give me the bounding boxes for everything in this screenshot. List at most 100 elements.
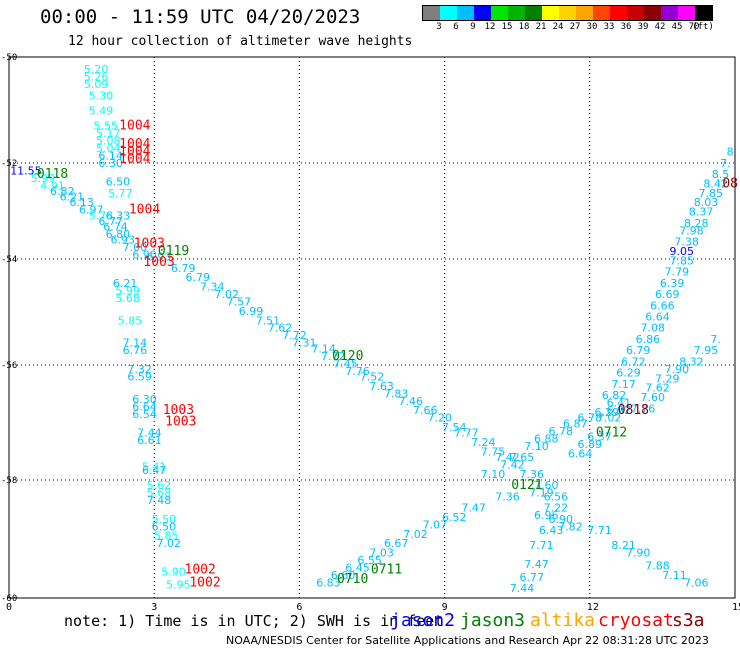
swh-value-label: 6.87 [563,417,588,430]
swh-value-label: 6.90 [549,513,574,526]
color-legend-tick: 42 [654,22,666,32]
color-legend-tick: 9 [470,22,476,32]
swh-value-label: 7.20 [428,412,453,425]
pass-id-label: 0818 [618,403,649,418]
swh-value-label: 7.66 [413,404,438,417]
swh-value-label: 6.72 [621,355,646,368]
swh-value-label: 5.17 [96,127,121,140]
swh-value-label: 6.56 [544,490,569,503]
swh-value-label: 8.5 [712,168,730,181]
swh-value-label: 7.85 [699,187,724,200]
y-tick-label: -60 [1,594,17,604]
swh-value-label: 7.52 [360,370,385,383]
swh-value-label: 7.90 [626,547,651,560]
swh-value-label: 6.79 [186,271,211,284]
mission-label: jason2 [390,610,456,631]
swh-value-label: 7.76 [631,402,656,415]
swh-value-label: 7.07 [423,518,448,531]
color-legend-tick: 70 [688,22,700,32]
swh-value-label: 6.92 [607,404,632,417]
pass-id-label: 0121 [511,478,542,493]
swh-value-label: 6.77 [98,215,123,228]
swh-value-label: 7.71 [587,524,612,537]
swh-value-label: 7.34 [200,281,225,294]
chart-subtitle: 12 hour collection of altimeter wave hei… [68,34,413,49]
swh-value-label: 7.03 [369,547,394,560]
swh-value-label: 7.14 [123,337,148,350]
swh-value-label: 6.93 [147,251,172,264]
swh-value-label: 5.41 [142,460,167,473]
pass-id-label: 1004 [119,145,150,160]
swh-value-label: 7.00 [123,241,148,254]
pass-id-label: 0118 [37,167,68,182]
color-swatch [661,6,678,20]
swh-value-label: 6.86 [636,333,661,346]
swh-value-label: 5.49 [89,104,114,117]
pass-id-label: 0711 [371,562,402,577]
swh-value-label: 6.89 [578,438,603,451]
swh-value-label: 7.45 [333,357,358,370]
swh-value-label: 7.75 [481,445,506,458]
pass-id-label: 0712 [596,426,627,441]
swh-value-label: 7. [720,157,731,170]
y-tick-label: -52 [1,159,17,169]
swh-value-label: 4.91 [40,179,65,192]
swh-value-label: 5.85 [118,314,143,327]
swh-value-label: 7.38 [674,236,699,249]
swh-value-label: 5.04 [96,142,121,155]
swh-value-label: 5.99 [31,172,56,185]
swh-value-label: 6.76 [123,344,148,357]
swh-value-label: 6.82 [50,185,75,198]
color-legend-tick: 39 [637,22,649,32]
swh-value-label: 6.64 [132,400,157,413]
swh-value-label: 6.61 [137,434,162,447]
swh-value-label: 7.44 [137,427,162,440]
swh-value-label: 8.42 [703,178,728,191]
color-swatch [423,6,440,20]
pass-id-label: 1002 [189,576,220,591]
swh-value-label: 7.63 [369,380,394,393]
color-swatch [440,6,457,20]
y-tick-label: -56 [1,361,17,371]
color-swatch [525,6,542,20]
chart-title: 00:00 - 11:59 UTC 04/20/2023 [40,6,361,28]
swh-value-label: 6.78 [578,412,603,425]
color-swatch [457,6,474,20]
swh-value-label: 5.26 [84,71,109,84]
color-legend-tick: 18 [518,22,530,32]
swh-value-label: 7.76 [345,365,370,378]
swh-value-label: 5.99 [115,284,140,297]
swh-value-label: 6.50 [106,176,131,189]
swh-value-label: 6.30 [132,393,157,406]
swh-value-label: 7.10 [481,468,506,481]
swh-value-label: 6.69 [655,288,680,301]
swh-value-label: 6.96 [534,509,559,522]
swh-value-label: 6.79 [171,262,196,275]
swh-value-label: 6.37 [587,430,612,443]
swh-value-label: 7.62 [268,322,293,335]
color-legend-tick: 6 [453,22,459,32]
swh-value-label: 6.90 [132,249,157,262]
swh-value-label: 6.43 [539,524,564,537]
color-legend-tick: 24 [552,22,564,32]
swh-value-label: 6.39 [660,277,685,290]
swh-value-label: 8.37 [689,206,714,219]
swh-value-label: 7.77 [454,427,479,440]
swh-value-label: 6.78 [549,425,574,438]
mission-label: cryosat [598,610,674,631]
swh-value-label: 5.77 [108,187,133,200]
color-swatch [695,6,712,20]
swh-value-label: 6.30 [98,157,123,170]
swh-value-label: 7.72 [282,329,307,342]
swh-value-label: 5.68 [147,487,172,500]
swh-value-label: 6.74 [103,221,128,234]
swh-value-label: 7.29 [655,372,680,385]
swh-value-label: 7.48 [147,494,172,507]
swh-value-label: 7.46 [398,395,423,408]
color-swatch [508,6,525,20]
color-legend-tick: 33 [603,22,615,32]
swh-value-label: 7.19 [529,487,554,500]
swh-value-label: 11.55 [10,164,42,177]
mission-label: altika [530,610,596,631]
